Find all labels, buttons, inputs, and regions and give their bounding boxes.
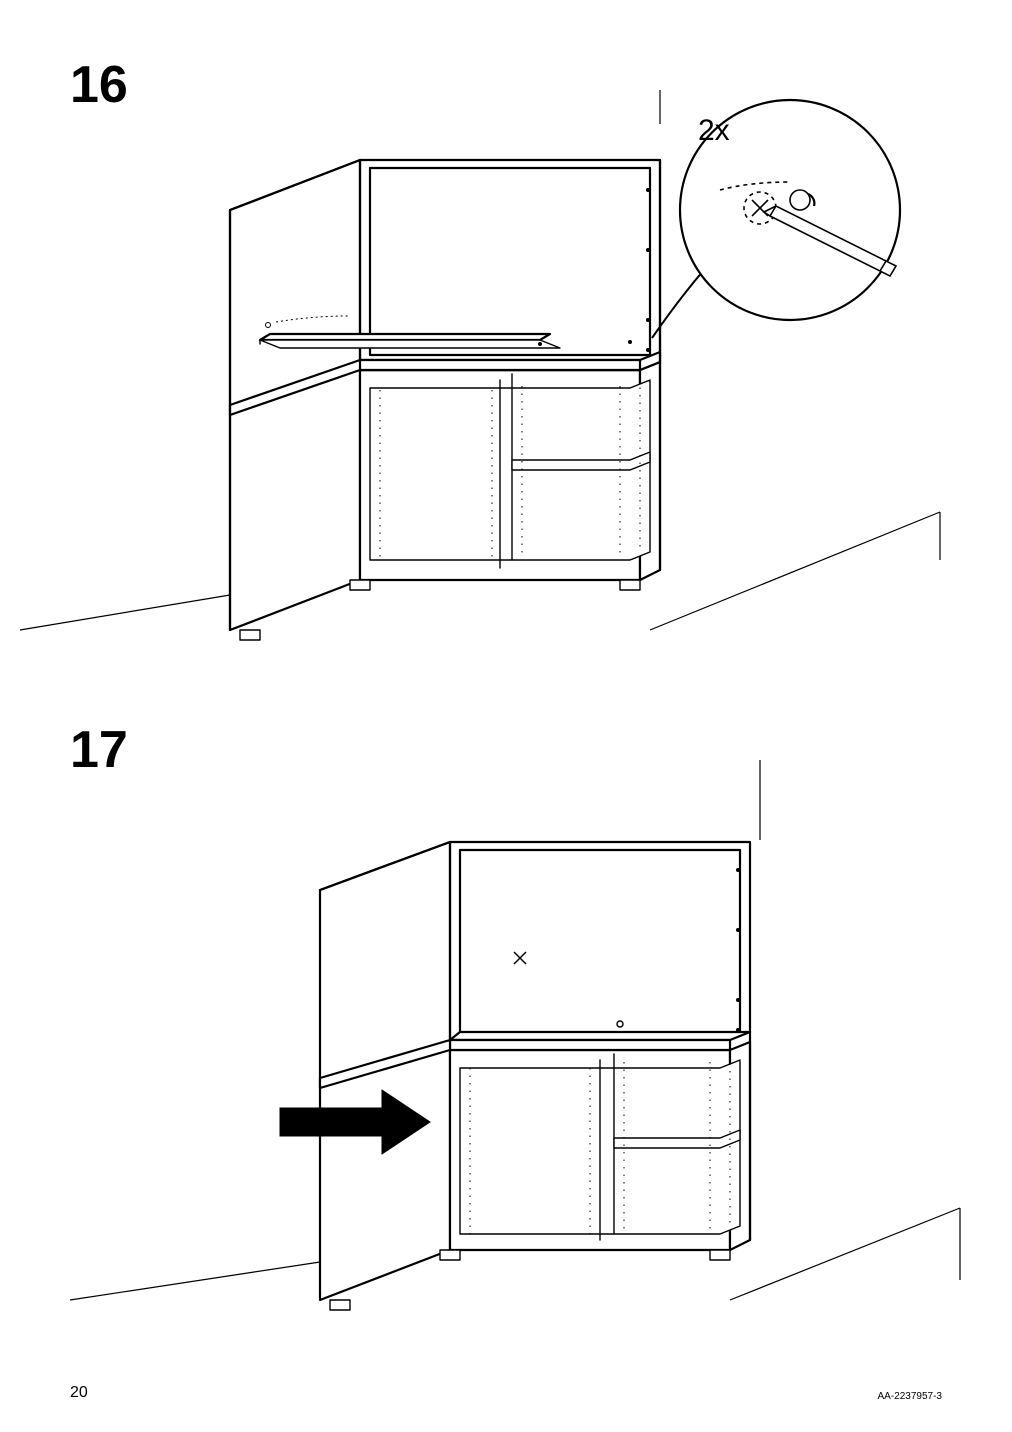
doc-code: AA-2237957-3 bbox=[878, 1391, 943, 1402]
step-16-diagram: 2x bbox=[0, 90, 1012, 690]
callout-2x-label: 2x bbox=[698, 114, 730, 147]
callout-bubble bbox=[652, 100, 900, 338]
page: 16 17 bbox=[0, 0, 1012, 1432]
page-number: 20 bbox=[70, 1384, 88, 1402]
step-17-diagram bbox=[0, 760, 1012, 1360]
